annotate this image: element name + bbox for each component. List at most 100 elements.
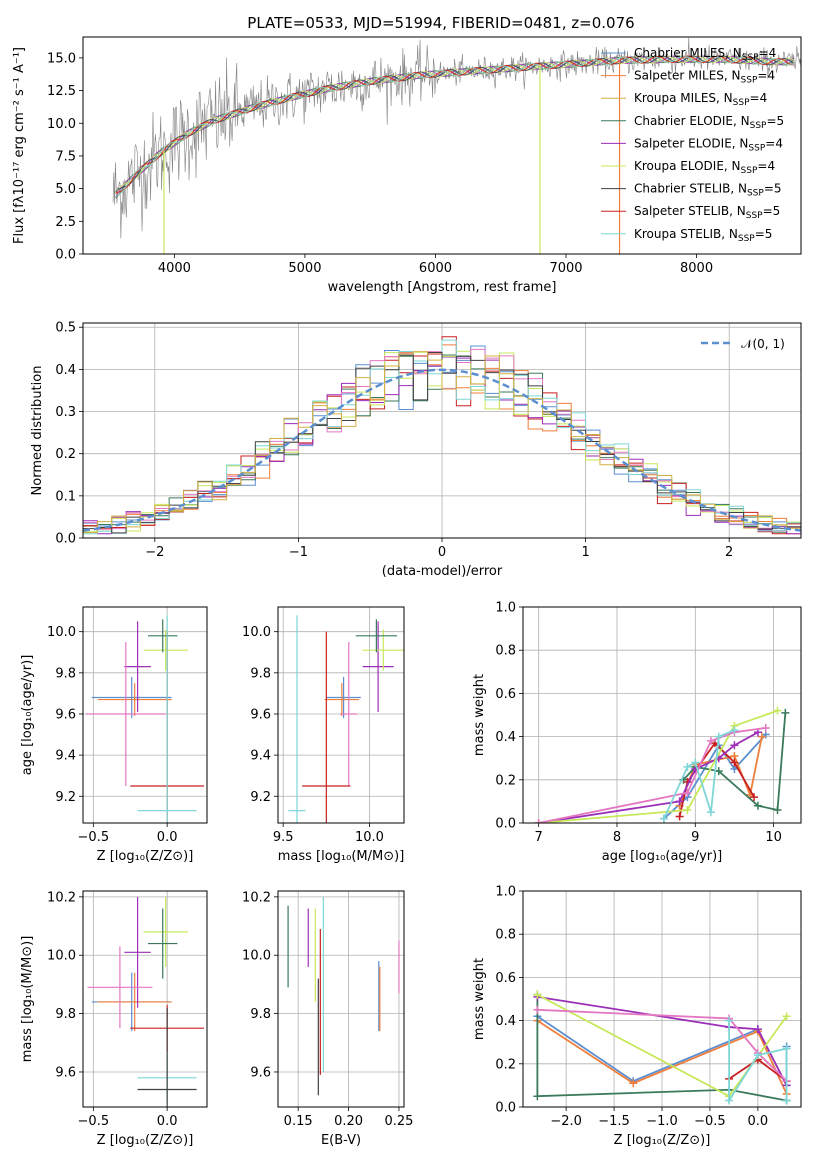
x-tick-label: 8000 [680,261,713,276]
axes-frame [277,890,405,1108]
weight-series [538,727,766,823]
plot-area [533,990,791,1105]
y-tick-label: 0.4 [495,730,516,745]
axes-frame [82,890,208,1108]
legend-subscript: SSP [738,234,755,244]
legend-label: Salpeter ELODIE, N [634,136,748,150]
legend-subscript: SSP [747,189,764,199]
y-tick-label: 0.3 [55,405,76,420]
y-tick-label: 10.0 [47,949,76,964]
y-tick-label: 1.0 [495,885,516,900]
y-axis-label: Flux [fλ10⁻¹⁷ erg cm⁻² s⁻¹ A⁻¹] [12,47,27,244]
weight-series [538,731,759,823]
mass-weight-vs-metallicity-panel: −2.0 −1.5 −1.0 −0.5 0.0 0.0 0.2 0.4 0.6 0.8 1.0 Z [… [472,885,802,1148]
data-point-marker [683,788,692,797]
y-tick-label: 0.8 [495,644,516,659]
legend-subscript: SSP [742,53,759,63]
x-tick-label: 6000 [419,261,452,276]
x-tick-label: −2 [145,545,164,560]
axes-frame [277,606,405,824]
data-point-marker [725,1016,734,1025]
x-axis-label: mass [log₁₀(M/M⊙)] [278,849,405,864]
y-tick-label: 9.8 [250,666,271,681]
data-point-marker [750,793,759,802]
y-tick-label: 0.8 [495,928,516,943]
mass-vs-extinction-panel: 0.15 0.20 0.25 9.6 9.8 10.0 10.2 E(B-V) [242,890,413,1148]
legend-suffix: =4 [759,46,777,60]
axes-frame [522,606,802,824]
normal-curve [83,368,801,532]
legend-suffix: =4 [757,69,775,83]
legend-label: Chabrier STELIB, N [634,182,747,196]
y-tick-label: 0.0 [55,248,76,263]
weight-series [536,1019,788,1095]
residual-histogram-panel: −2 −1 0 1 2 0.0 0.1 0.2 0.3 0.4 0.5 (data-model)/er… [30,321,802,579]
y-axis-label: age [log₁₀(age/yr)] [20,655,35,776]
x-axis-label: wavelength [Angstrom, rest frame] [328,280,557,295]
spectrum-title: PLATE=0533, MJD=51994, FIBERID=0481, z=0… [247,14,634,32]
grid [523,890,801,1108]
legend-subscript: SSP [750,121,767,131]
y-tick-label: 12.5 [47,84,76,99]
plot-area [83,336,801,535]
legend-entry: Chabrier ELODIE, NSSP=5 [634,114,784,131]
data-point-marker [533,990,542,999]
x-tick-label: 0.15 [284,1114,313,1129]
legend-suffix: =4 [757,159,775,173]
x-tick-label: −0.5 [78,830,110,845]
legend-label: Kroupa MILES, N [634,91,733,105]
plot-area [287,896,400,1096]
x-tick-label: 1 [581,545,589,560]
legend-suffix: =5 [755,227,773,241]
y-tick-label: 0.1 [55,489,76,504]
x-tick-label: −0.5 [694,1114,726,1129]
x-tick-label: 0 [438,545,446,560]
grid [278,891,404,1107]
data-point-marker [730,741,739,750]
plot-area [288,615,404,823]
legend-label: Chabrier ELODIE, N [634,114,750,128]
mass-vs-metallicity-panel: −0.5 0.0 9.6 9.8 10.0 10.2 Z [log₁₀(Z/Z⊙)] mass… [20,890,208,1148]
plot-area [534,706,790,823]
x-tick-label: −1.5 [598,1114,630,1129]
legend-label: Salpeter STELIB, N [634,204,746,218]
y-tick-label: 10.0 [242,625,271,640]
y-tick-label: 2.5 [55,215,76,230]
legend-suffix: =4 [750,91,768,105]
age-vs-metallicity-panel: −0.5 0.0 9.2 9.4 9.6 9.8 10.0 Z [log₁₀(Z/Z⊙)] ag… [20,606,208,864]
observed-spectrum [112,37,801,239]
data-point-marker [691,758,700,767]
y-tick-label: 5.0 [55,182,76,197]
y-axis-label: mass weight [472,674,487,756]
data-point-marker [534,819,543,823]
y-axis-label: mass [log₁₀(M/M⊙)] [20,936,35,1063]
x-tick-label: 2 [725,545,733,560]
x-tick-label: −0.5 [78,1114,110,1129]
legend-entry: Salpeter STELIB, NSSP=5 [634,204,780,221]
plot-area [112,37,801,254]
y-tick-label: 10.2 [242,890,271,905]
weight-series [538,709,778,823]
y-tick-label: 10.0 [47,625,76,640]
data-point-marker [773,806,782,815]
x-tick-label: 9 [691,830,699,845]
y-tick-label: 9.2 [55,790,76,805]
data-point-marker [782,1012,791,1021]
y-tick-label: 1.0 [495,601,516,616]
weight-series [663,729,735,820]
histogram-series [83,351,801,533]
y-tick-label: 10.2 [47,890,76,905]
legend-entry: Kroupa ELODIE, NSSP=4 [634,159,775,176]
y-tick-label: 0.0 [495,1101,516,1116]
data-point-marker [706,808,715,817]
legend-entry: Chabrier MILES, NSSP=4 [634,46,776,63]
legend-subscript: SSP [746,211,763,221]
y-tick-label: 0.2 [495,773,516,788]
legend-label: Chabrier MILES, N [634,46,742,60]
y-tick-label: 0.6 [495,687,516,702]
legend-entry: Chabrier STELIB, NSSP=5 [634,182,782,199]
legend-suffix: =4 [765,136,783,150]
legend-label: Kroupa STELIB, N [634,227,738,241]
spectrum-panel: 4000 5000 6000 7000 8000 0.0 2.5 5.0 7.5 10.0 12.5… [12,36,802,295]
y-tick-label: 7.5 [55,149,76,164]
